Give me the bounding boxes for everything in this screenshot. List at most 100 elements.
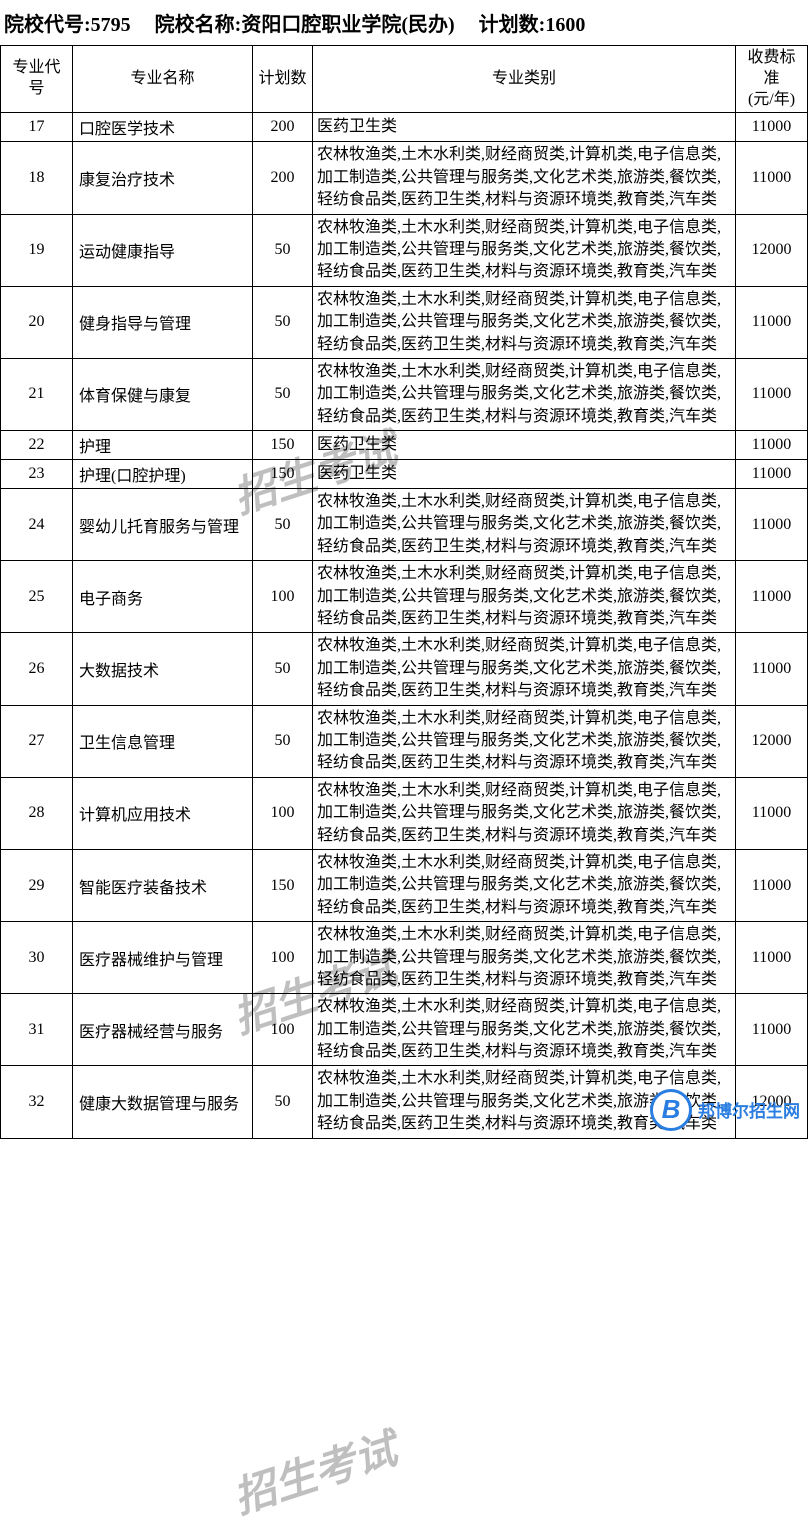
cell-code: 27 [1,705,73,777]
cell-fee: 11000 [736,561,808,633]
col-header-category: 专业类别 [313,46,736,113]
cell-category: 农林牧渔类,土木水利类,财经商贸类,计算机类,电子信息类,加工制造类,公共管理与… [313,142,736,214]
cell-name: 计算机应用技术 [73,777,253,849]
table-header-row: 专业代号 专业名称 计划数 专业类别 收费标准 (元/年) [1,46,808,113]
table-row: 27卫生信息管理50农林牧渔类,土木水利类,财经商贸类,计算机类,电子信息类,加… [1,705,808,777]
cell-plan: 100 [253,922,313,994]
cell-fee: 12000 [736,705,808,777]
cell-name: 医疗器械维护与管理 [73,922,253,994]
plan-label: 计划数: [479,14,546,36]
col-header-code: 专业代号 [1,46,73,113]
cell-fee: 11000 [736,142,808,214]
cell-code: 30 [1,922,73,994]
table-row: 19运动健康指导50农林牧渔类,土木水利类,财经商贸类,计算机类,电子信息类,加… [1,214,808,286]
cell-fee: 11000 [736,460,808,489]
cell-fee: 11000 [736,286,808,358]
cell-plan: 100 [253,561,313,633]
cell-code: 18 [1,142,73,214]
table-row: 25电子商务100农林牧渔类,土木水利类,财经商贸类,计算机类,电子信息类,加工… [1,561,808,633]
school-code: 院校代号:5795 [4,8,131,37]
cell-plan: 50 [253,489,313,561]
cell-code: 17 [1,113,73,142]
cell-code: 23 [1,460,73,489]
cell-code: 25 [1,561,73,633]
cell-fee: 11000 [736,777,808,849]
cell-plan: 200 [253,142,313,214]
cell-name: 运动健康指导 [73,214,253,286]
school-name: 院校名称:资阳口腔职业学院(民办) [155,8,455,37]
plan-total: 计划数:1600 [479,8,586,37]
watermark: 招生考试 [225,1416,404,1525]
table-row: 26大数据技术50农林牧渔类,土木水利类,财经商贸类,计算机类,电子信息类,加工… [1,633,808,705]
cell-code: 26 [1,633,73,705]
col-header-name: 专业名称 [73,46,253,113]
cell-name: 电子商务 [73,561,253,633]
cell-name: 婴幼儿托育服务与管理 [73,489,253,561]
col-header-plan: 计划数 [253,46,313,113]
table-row: 23护理(口腔护理)150医药卫生类11000 [1,460,808,489]
table-row: 29智能医疗装备技术150农林牧渔类,土木水利类,财经商贸类,计算机类,电子信息… [1,849,808,921]
col-header-fee: 收费标准 (元/年) [736,46,808,113]
cell-category: 农林牧渔类,土木水利类,财经商贸类,计算机类,电子信息类,加工制造类,公共管理与… [313,777,736,849]
cell-plan: 100 [253,777,313,849]
cell-category: 农林牧渔类,土木水利类,财经商贸类,计算机类,电子信息类,加工制造类,公共管理与… [313,705,736,777]
cell-category: 农林牧渔类,土木水利类,财经商贸类,计算机类,电子信息类,加工制造类,公共管理与… [313,489,736,561]
logo-text: 邦博尔招生网 [698,1097,800,1122]
cell-plan: 150 [253,849,313,921]
cell-name: 康复治疗技术 [73,142,253,214]
cell-fee: 11000 [736,849,808,921]
cell-plan: 50 [253,286,313,358]
table-row: 22护理150医药卫生类11000 [1,431,808,460]
table-row: 18康复治疗技术200农林牧渔类,土木水利类,财经商贸类,计算机类,电子信息类,… [1,142,808,214]
name-value: 资阳口腔职业学院(民办) [241,14,454,36]
cell-name: 体育保健与康复 [73,358,253,430]
cell-name: 医疗器械经营与服务 [73,994,253,1066]
cell-category: 农林牧渔类,土木水利类,财经商贸类,计算机类,电子信息类,加工制造类,公共管理与… [313,561,736,633]
cell-plan: 50 [253,633,313,705]
table-row: 31医疗器械经营与服务100农林牧渔类,土木水利类,财经商贸类,计算机类,电子信… [1,994,808,1066]
cell-code: 31 [1,994,73,1066]
majors-table: 专业代号 专业名称 计划数 专业类别 收费标准 (元/年) 17口腔医学技术20… [0,45,808,1139]
table-body: 17口腔医学技术200医药卫生类1100018康复治疗技术200农林牧渔类,土木… [1,113,808,1138]
name-label: 院校名称: [155,14,242,36]
cell-fee: 12000 [736,214,808,286]
cell-name: 大数据技术 [73,633,253,705]
cell-fee: 11000 [736,994,808,1066]
cell-category: 医药卫生类 [313,113,736,142]
cell-plan: 100 [253,994,313,1066]
cell-fee: 11000 [736,922,808,994]
logo-circle-icon: B [650,1089,692,1131]
cell-name: 智能医疗装备技术 [73,849,253,921]
cell-name: 护理(口腔护理) [73,460,253,489]
cell-fee: 11000 [736,113,808,142]
table-row: 17口腔医学技术200医药卫生类11000 [1,113,808,142]
cell-code: 21 [1,358,73,430]
cell-name: 护理 [73,431,253,460]
cell-name: 健康大数据管理与服务 [73,1066,253,1138]
cell-plan: 50 [253,705,313,777]
cell-category: 农林牧渔类,土木水利类,财经商贸类,计算机类,电子信息类,加工制造类,公共管理与… [313,358,736,430]
cell-code: 32 [1,1066,73,1138]
cell-name: 卫生信息管理 [73,705,253,777]
cell-code: 19 [1,214,73,286]
code-value: 5795 [91,14,131,36]
cell-category: 农林牧渔类,土木水利类,财经商贸类,计算机类,电子信息类,加工制造类,公共管理与… [313,849,736,921]
school-header: 院校代号:5795 院校名称:资阳口腔职业学院(民办) 计划数:1600 [0,0,808,45]
site-logo: B 邦博尔招生网 [650,1089,800,1131]
cell-name: 健身指导与管理 [73,286,253,358]
table-row: 20健身指导与管理50农林牧渔类,土木水利类,财经商贸类,计算机类,电子信息类,… [1,286,808,358]
cell-code: 28 [1,777,73,849]
cell-plan: 50 [253,358,313,430]
cell-code: 20 [1,286,73,358]
cell-category: 农林牧渔类,土木水利类,财经商贸类,计算机类,电子信息类,加工制造类,公共管理与… [313,214,736,286]
cell-plan: 150 [253,460,313,489]
cell-plan: 150 [253,431,313,460]
cell-category: 农林牧渔类,土木水利类,财经商贸类,计算机类,电子信息类,加工制造类,公共管理与… [313,922,736,994]
cell-category: 农林牧渔类,土木水利类,财经商贸类,计算机类,电子信息类,加工制造类,公共管理与… [313,286,736,358]
table-row: 28计算机应用技术100农林牧渔类,土木水利类,财经商贸类,计算机类,电子信息类… [1,777,808,849]
table-row: 24婴幼儿托育服务与管理50农林牧渔类,土木水利类,财经商贸类,计算机类,电子信… [1,489,808,561]
cell-code: 29 [1,849,73,921]
cell-category: 农林牧渔类,土木水利类,财经商贸类,计算机类,电子信息类,加工制造类,公共管理与… [313,994,736,1066]
cell-name: 口腔医学技术 [73,113,253,142]
cell-plan: 50 [253,1066,313,1138]
